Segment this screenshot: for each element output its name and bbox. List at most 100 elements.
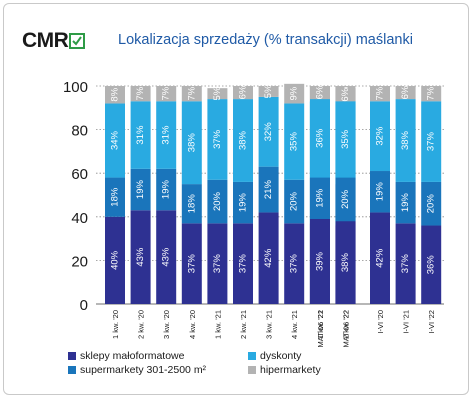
bar-segment-hipermarkety (284, 83, 305, 104)
x-tick-label: 1 kw. '22 (316, 310, 325, 339)
data-label: 37% (212, 129, 223, 149)
x-tick-label: 3 kw. '20 (162, 310, 171, 339)
bar-segment-dyskonty (335, 101, 356, 178)
bar-segment-supermarkety (181, 184, 202, 224)
x-tick-label: MAT 06 '22 (342, 310, 351, 347)
bar-segment-dyskonty (258, 96, 279, 167)
data-label: 35% (289, 132, 300, 152)
data-label: 38% (400, 130, 411, 150)
x-tick-label: 3 kw. '21 (265, 310, 274, 339)
bar-segment-sklepy (233, 223, 253, 304)
logo-check-icon (69, 33, 86, 49)
data-label: 18% (186, 194, 197, 214)
data-label: 35% (340, 129, 351, 149)
data-label: 8% (110, 87, 121, 101)
data-label: 37% (400, 254, 411, 274)
data-label: 37% (426, 132, 437, 152)
y-tick-label: 80 (71, 123, 88, 140)
data-label: 43% (161, 247, 172, 267)
bar-segment-supermarkety (421, 181, 442, 226)
data-label: 32% (263, 122, 274, 142)
legend-label: sklepy małoformatowe (80, 350, 185, 362)
bar-segment-sklepy (130, 210, 151, 304)
bar-segment-sklepy (105, 216, 125, 304)
bar-segment-sklepy (156, 210, 177, 304)
data-label: 19% (315, 188, 326, 208)
bar-segment-supermarkety (310, 177, 330, 219)
bar-segment-hipermarkety (105, 86, 125, 104)
data-label: 19% (135, 179, 146, 199)
bar-segment-hipermarkety (207, 88, 228, 100)
data-label: 31% (161, 125, 172, 145)
data-label: 18% (110, 187, 121, 207)
bar-segment-hipermarkety (130, 86, 151, 102)
x-tick-label: 2 kw. '22 (341, 310, 350, 339)
bar-segment-sklepy (258, 212, 279, 304)
data-label: 37% (186, 254, 197, 274)
bar-segment-supermarkety (105, 177, 125, 217)
data-label: 6% (340, 87, 351, 101)
legend-swatch (248, 366, 256, 374)
data-label: 39% (315, 251, 326, 271)
data-label: 38% (340, 253, 351, 273)
bar-segment-sklepy (181, 223, 202, 304)
bar-segment-sklepy (207, 223, 228, 304)
bar-segment-dyskonty (233, 99, 253, 182)
legend-label: supermarkety 301-2500 m² (80, 364, 207, 376)
bar-segment-supermarkety (370, 171, 390, 213)
x-tick-label: 4 kw. '20 (188, 310, 197, 339)
y-tick-label: 100 (63, 79, 88, 96)
bar-segment-dyskonty (181, 101, 202, 185)
bar-segment-supermarkety (233, 181, 253, 224)
bar-segment-sklepy (370, 212, 390, 304)
bar-segment-hipermarkety (421, 86, 442, 102)
bar-segment-dyskonty (421, 101, 442, 182)
x-tick-label: MAT 06 '21 (316, 310, 325, 347)
x-tick-label: I-VI '22 (427, 310, 436, 334)
legend-item-supermarkety: supermarkety 301-2500 m² (68, 364, 206, 376)
data-label: 6% (400, 85, 411, 99)
data-label: 21% (263, 179, 274, 199)
bar-segment-sklepy (395, 223, 416, 304)
chart-title: Lokalizacja sprzedaży (% transakcji) maś… (118, 32, 413, 48)
bar-segment-supermarkety (258, 166, 279, 213)
data-label: 38% (186, 133, 197, 153)
bar-segment-hipermarkety (370, 86, 390, 102)
x-tick-label: I-VI '21 (402, 310, 411, 334)
data-label: 7% (135, 86, 146, 100)
bar-segment-hipermarkety (310, 86, 330, 100)
bar-segment-dyskonty (156, 101, 177, 169)
data-label: 31% (135, 125, 146, 145)
data-label: 20% (212, 191, 223, 211)
legend-swatch (68, 366, 76, 374)
bar-segment-sklepy (310, 218, 330, 304)
data-label: 19% (375, 182, 386, 202)
legend-item-hipermarkety: hipermarkety (248, 364, 321, 376)
x-tick-label: I-VI '20 (376, 310, 385, 334)
data-label: 6% (315, 85, 326, 99)
bar-segment-supermarkety (335, 177, 356, 222)
bar-segment-dyskonty (105, 103, 125, 178)
y-tick-label: 60 (71, 166, 88, 183)
x-tick-label: 2 kw. '20 (137, 310, 146, 339)
legend-item-sklepy: sklepy małoformatowe (68, 350, 184, 362)
bar-segment-dyskonty (370, 101, 390, 172)
bar-segment-sklepy (284, 223, 305, 304)
y-tick-label: 40 (71, 210, 88, 227)
data-label: 5% (263, 84, 274, 98)
data-label: 20% (289, 191, 300, 211)
data-label: 42% (263, 248, 274, 268)
data-label: 9% (289, 86, 300, 100)
bar-segment-supermarkety (130, 168, 151, 211)
y-tick-label: 0 (80, 297, 88, 314)
data-label: 43% (135, 247, 146, 267)
bar-segment-hipermarkety (335, 88, 356, 102)
data-label: 36% (315, 128, 326, 148)
data-label: 20% (340, 189, 351, 209)
data-label: 42% (375, 248, 386, 268)
bar-segment-supermarkety (156, 168, 177, 211)
legend-label: dyskonty (260, 350, 302, 362)
data-label: 37% (212, 254, 223, 274)
bar-segment-hipermarkety (156, 86, 177, 102)
data-label: 7% (186, 86, 197, 100)
